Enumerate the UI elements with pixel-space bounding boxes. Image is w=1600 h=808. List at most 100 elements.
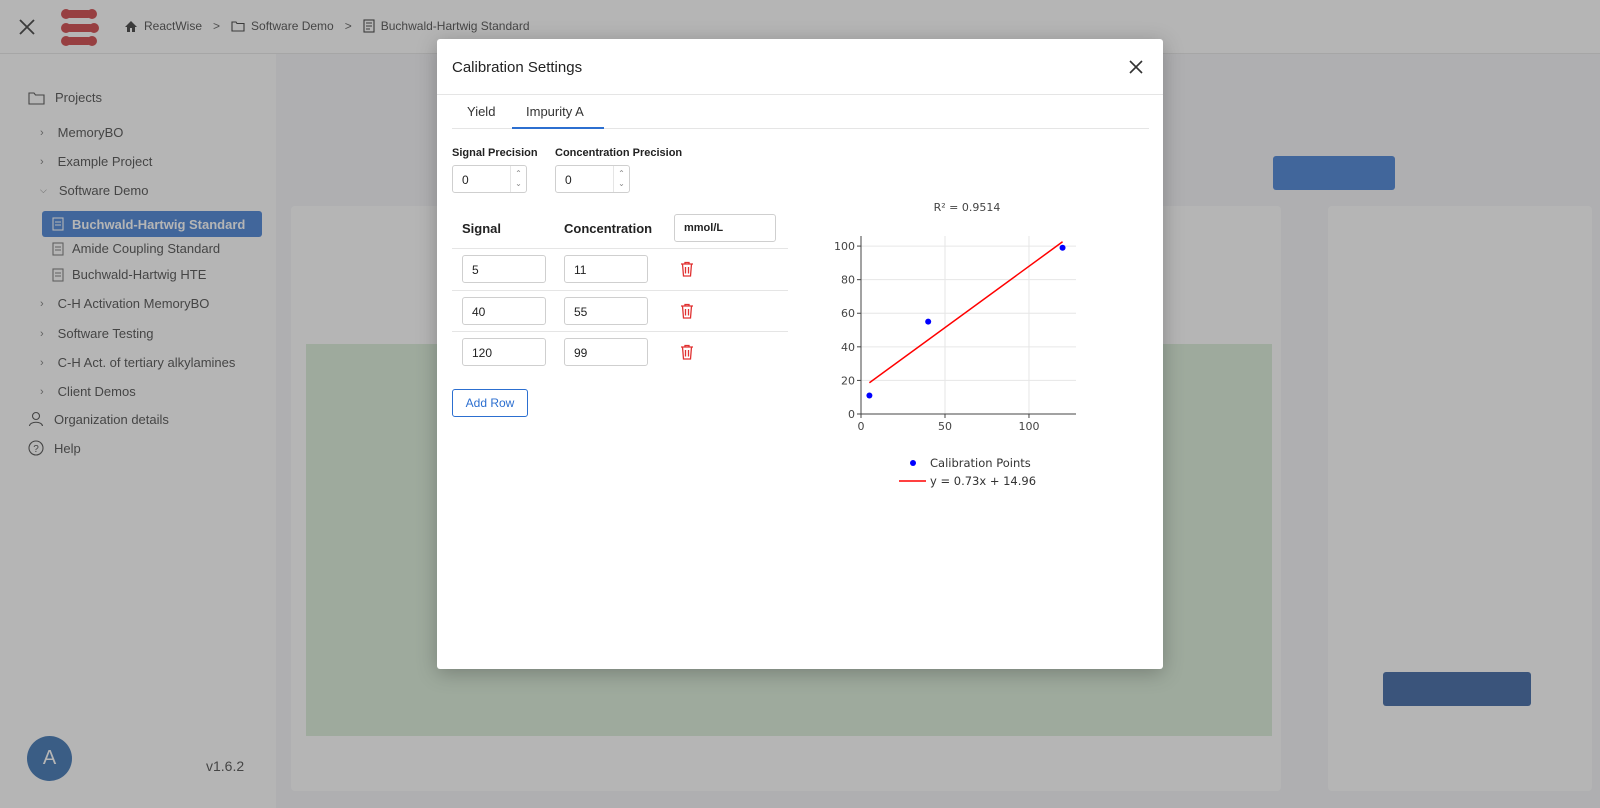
- sidebar-item-client-demos[interactable]: › Client Demos: [40, 384, 136, 399]
- sidebar-item-amide[interactable]: Amide Coupling Standard: [52, 241, 220, 256]
- breadcrumb: ReactWise > Software Demo > Buchwald-Har…: [124, 19, 530, 33]
- trash-icon[interactable]: [680, 261, 694, 277]
- x-tick-label: 100: [1018, 420, 1039, 433]
- sidebar-label: Help: [54, 440, 81, 456]
- document-icon: [52, 217, 64, 231]
- breadcrumb-label: Buchwald-Hartwig Standard: [380, 19, 530, 33]
- unit-input[interactable]: mmol/L: [674, 214, 776, 242]
- x-tick-label: 0: [858, 420, 865, 433]
- sidebar-item-buchwald-hte[interactable]: Buchwald-Hartwig HTE: [52, 267, 206, 282]
- concentration-input[interactable]: 55: [564, 297, 648, 325]
- sidebar-item-software-testing[interactable]: › Software Testing: [40, 326, 154, 341]
- sidebar-label: Software Testing: [57, 326, 154, 341]
- signal-precision-input[interactable]: 0 ⌃ ⌄: [452, 165, 527, 193]
- y-tick-label: 40: [841, 341, 855, 354]
- concentration-precision-input[interactable]: 0 ⌃ ⌄: [555, 165, 630, 193]
- concentration-precision-label: Concentration Precision: [555, 147, 683, 159]
- tabs-divider: [452, 128, 1149, 129]
- document-icon: [52, 267, 64, 282]
- chevron-right-icon: ›: [40, 385, 44, 398]
- sidebar-item-ch-activation[interactable]: › C-H Activation MemoryBO: [40, 296, 209, 311]
- row-divider: [452, 290, 788, 291]
- breadcrumb-item-project[interactable]: Software Demo: [231, 19, 334, 33]
- calibration-chart: R² = 0.9514 0 50 100 0 20 40 60 80 100 Calibration…: [827, 194, 1127, 504]
- close-icon[interactable]: [17, 17, 37, 37]
- calibration-point: [1059, 244, 1066, 251]
- sidebar-label: Software Demo: [58, 183, 149, 198]
- chevron-right-icon: ›: [40, 297, 44, 310]
- signal-input[interactable]: 120: [462, 338, 546, 366]
- user-icon: [28, 411, 44, 427]
- modal-title: Calibration Settings: [452, 59, 583, 76]
- y-tick-label: 100: [834, 240, 855, 253]
- breadcrumb-item-study[interactable]: Buchwald-Hartwig Standard: [363, 19, 530, 33]
- sidebar-label: C-H Activation MemoryBO: [57, 296, 210, 311]
- y-tick-label: 60: [841, 307, 855, 320]
- signal-input[interactable]: 40: [462, 297, 546, 325]
- breadcrumb-label: Software Demo: [251, 19, 334, 33]
- input-value: 0: [462, 173, 469, 187]
- breadcrumb-separator: >: [344, 19, 352, 33]
- sidebar-item-ch-act-tertiary[interactable]: › C-H Act. of tertiary alkylamines: [40, 355, 235, 370]
- sidebar-item-memorybo[interactable]: › MemoryBO: [40, 125, 123, 140]
- folder-icon: [28, 91, 45, 105]
- signal-precision-label: Signal Precision: [452, 147, 538, 159]
- trash-icon[interactable]: [680, 303, 694, 319]
- sidebar-item-software-demo[interactable]: ⌵ Software Demo: [40, 183, 148, 198]
- sidebar-label: Example Project: [57, 154, 153, 169]
- stepper-icon[interactable]: ⌃ ⌄: [613, 166, 629, 192]
- calibration-point: [925, 318, 932, 325]
- tab-yield[interactable]: Yield: [467, 104, 496, 119]
- sidebar-label: Amide Coupling Standard: [72, 241, 221, 256]
- chevron-down-icon: ⌵: [40, 185, 47, 195]
- concentration-input[interactable]: 11: [564, 255, 648, 283]
- chevron-right-icon: ›: [40, 327, 44, 340]
- sidebar-item-example-project[interactable]: › Example Project: [40, 154, 152, 169]
- y-tick-label: 80: [841, 274, 855, 287]
- version-label: v1.6.2: [206, 758, 245, 774]
- close-icon[interactable]: [1128, 59, 1144, 75]
- calibration-chart-svg: R² = 0.9514 0 50 100 0 20 40 60 80 100 Calibration…: [834, 201, 1076, 488]
- document-icon: [52, 241, 64, 256]
- sidebar-org-details[interactable]: Organization details: [28, 411, 169, 427]
- help-icon: ?: [28, 440, 44, 456]
- add-row-button[interactable]: Add Row: [452, 389, 528, 417]
- sidebar-item-buchwald-standard[interactable]: Buchwald-Hartwig Standard: [42, 211, 262, 237]
- tab-impurity-a[interactable]: Impurity A: [526, 104, 584, 119]
- breadcrumb-separator: >: [213, 19, 221, 33]
- stepper-icon[interactable]: ⌃ ⌄: [510, 166, 526, 192]
- chart-title: R² = 0.9514: [934, 201, 1001, 214]
- calibration-settings-modal: Calibration Settings Yield Impurity A Si…: [437, 39, 1163, 669]
- sidebar-label: Buchwald-Hartwig HTE: [72, 267, 207, 282]
- sidebar-label: Client Demos: [57, 384, 136, 399]
- signal-column-header: Signal: [462, 221, 502, 236]
- sidebar-label: Buchwald-Hartwig Standard: [72, 216, 246, 232]
- concentration-input[interactable]: 99: [564, 338, 648, 366]
- sidebar-help[interactable]: ? Help: [28, 440, 81, 456]
- legend-point-marker: [910, 460, 916, 466]
- input-value: 0: [565, 173, 572, 187]
- avatar[interactable]: A: [27, 736, 72, 781]
- x-tick-label: 50: [938, 420, 952, 433]
- chevron-right-icon: ›: [40, 356, 44, 369]
- trash-icon[interactable]: [680, 344, 694, 360]
- sidebar-label: Projects: [55, 90, 102, 105]
- signal-input[interactable]: 5: [462, 255, 546, 283]
- fit-line: [868, 241, 1064, 384]
- y-tick-label: 0: [848, 408, 855, 421]
- concentration-column-header: Concentration: [564, 221, 653, 236]
- experiments-button-bg: [1273, 156, 1395, 190]
- y-tick-label: 20: [841, 374, 855, 387]
- breadcrumb-label: ReactWise: [144, 19, 203, 33]
- sidebar-label: Organization details: [54, 411, 169, 427]
- sidebar-projects[interactable]: Projects: [28, 90, 102, 105]
- breadcrumb-item-home[interactable]: ReactWise: [124, 19, 202, 33]
- svg-text:?: ?: [33, 444, 39, 455]
- row-divider: [452, 248, 788, 249]
- document-icon: [363, 19, 375, 33]
- sidebar-label: MemoryBO: [57, 125, 124, 140]
- active-tab-indicator: [512, 127, 604, 129]
- create-experiments-button-bg: [1383, 672, 1531, 706]
- reactwise-logo: [61, 9, 99, 46]
- row-divider: [452, 331, 788, 332]
